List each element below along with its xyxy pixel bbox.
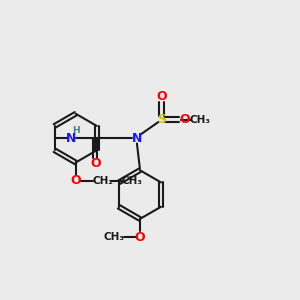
Text: H: H bbox=[73, 126, 80, 135]
Text: O: O bbox=[179, 113, 190, 126]
Text: CH₃: CH₃ bbox=[103, 232, 124, 242]
Text: O: O bbox=[90, 157, 101, 169]
Text: O: O bbox=[156, 90, 166, 103]
Text: N: N bbox=[132, 132, 142, 145]
Text: O: O bbox=[135, 231, 145, 244]
Text: CH₃: CH₃ bbox=[121, 176, 142, 186]
Text: S: S bbox=[157, 113, 166, 126]
Text: N: N bbox=[66, 132, 76, 145]
Text: O: O bbox=[70, 174, 81, 188]
Text: CH₂: CH₂ bbox=[92, 176, 113, 186]
Text: CH₃: CH₃ bbox=[189, 115, 210, 125]
